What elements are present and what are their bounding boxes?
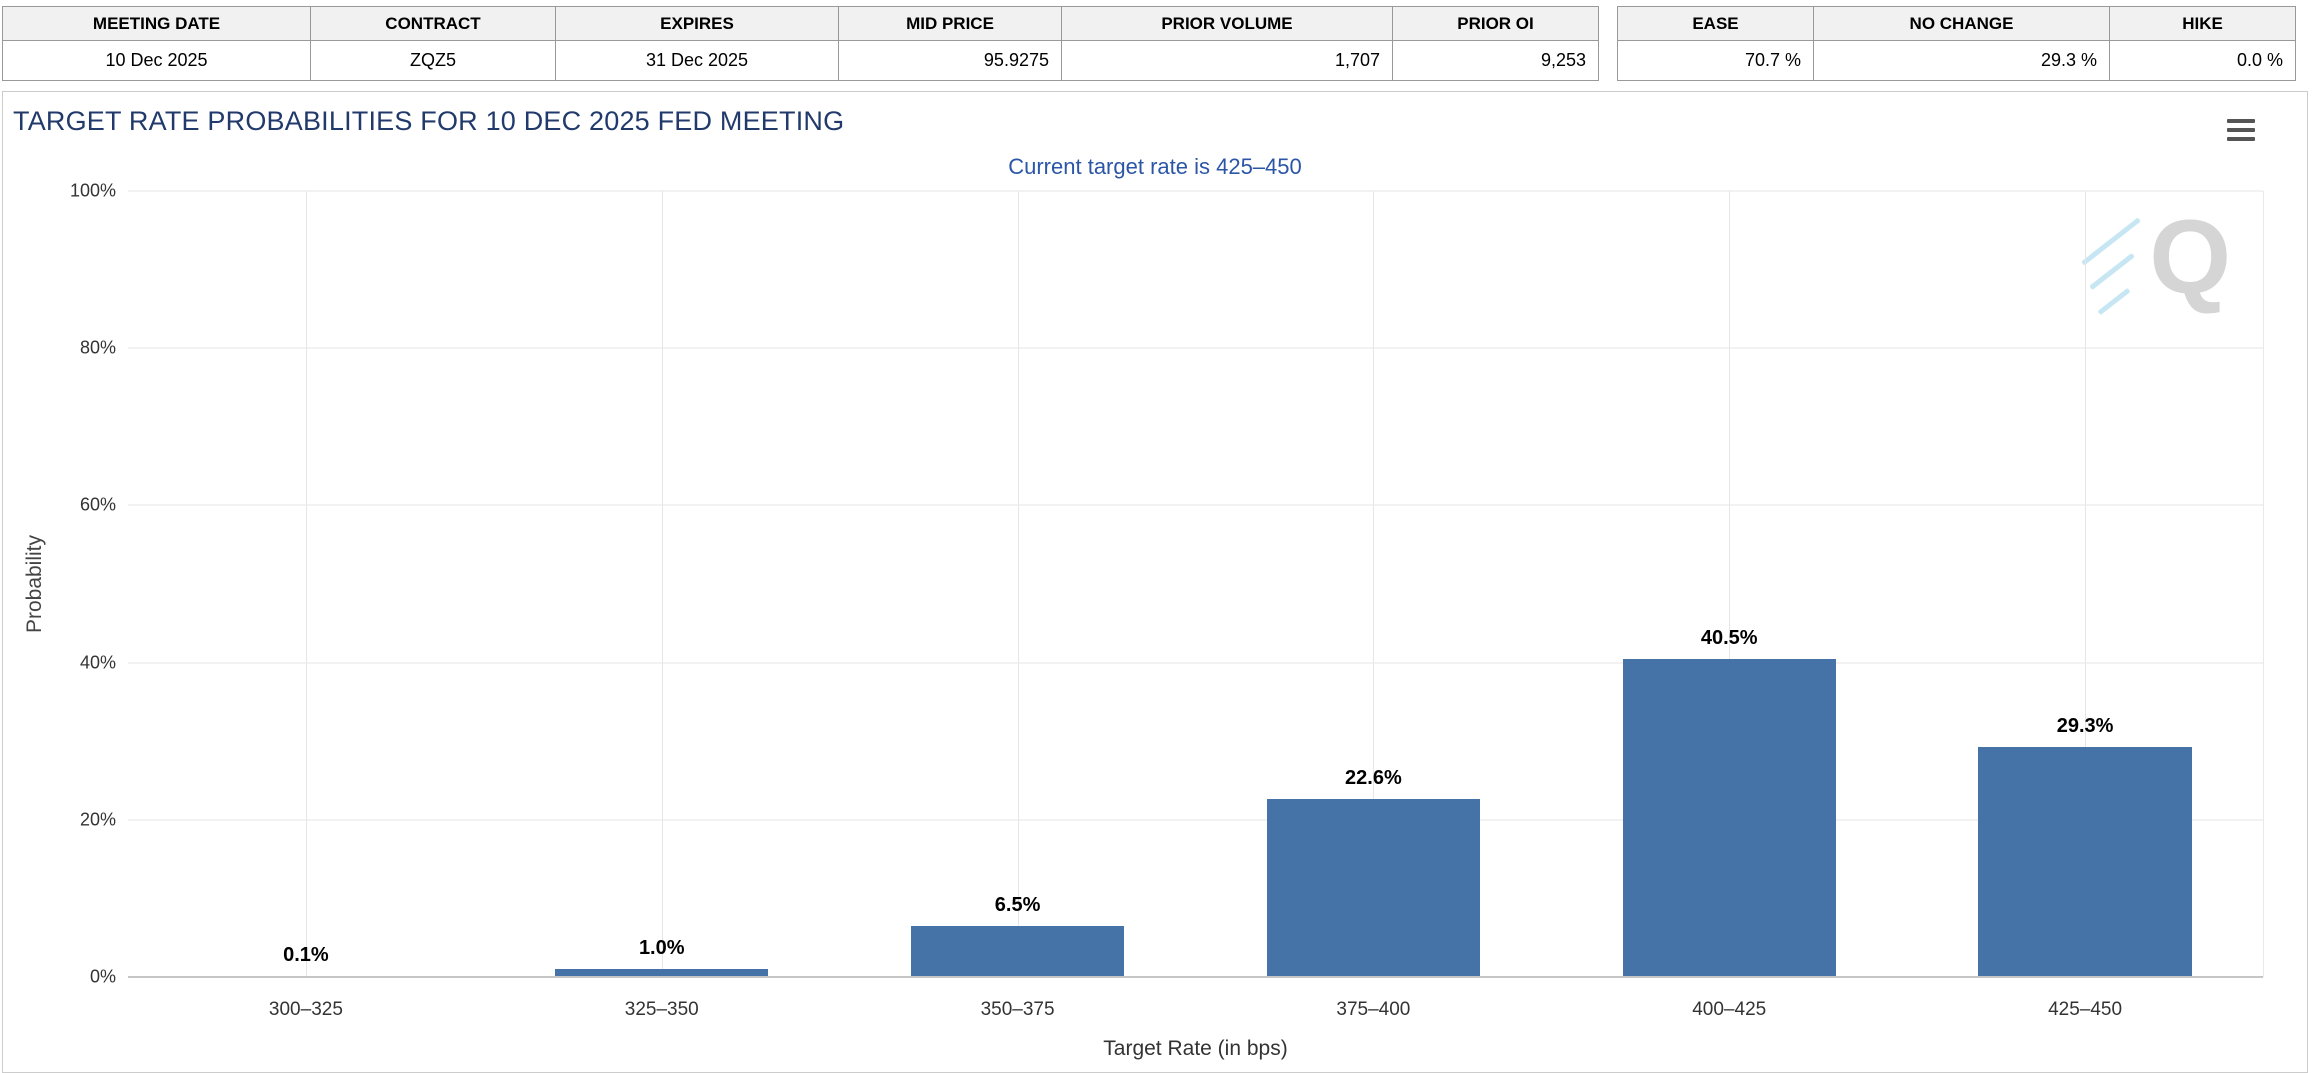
- chart-subtitle: Current target rate is 425–450: [1008, 154, 1302, 179]
- x-axis-labels: 300–325 325–350 350–375 375–400 400–425 425–4…: [128, 999, 2263, 1021]
- bar-value-label: 0.1%: [283, 944, 329, 967]
- contract-table-row: 10 Dec 2025 ZQZ5 31 Dec 2025 95.9275 1,7…: [2, 40, 1599, 81]
- y-tick-label: 0%: [89, 966, 116, 987]
- bar-375-400[interactable]: 22.6%: [1196, 191, 1552, 977]
- bar-value-label: 22.6%: [1345, 767, 1402, 790]
- hamburger-menu-icon: [2227, 137, 2255, 141]
- vertical-gridline: [2085, 191, 2087, 977]
- x-axis-title: Target Rate (in bps): [1103, 1037, 1288, 1060]
- vertical-gridline: [1373, 191, 1375, 977]
- y-tick-label: 60%: [79, 494, 116, 515]
- hamburger-menu-icon: [2227, 128, 2255, 132]
- bar-400-425[interactable]: 40.5%: [1551, 191, 1907, 977]
- bar-rect: [1978, 746, 2192, 977]
- hamburger-menu-icon: [2227, 119, 2255, 123]
- hike-header: HIKE: [2109, 6, 2296, 41]
- vertical-gridline: [305, 191, 307, 977]
- contract-info-table: MEETING DATE CONTRACT EXPIRES MID PRICE …: [2, 6, 1599, 81]
- horizontal-gridline: [128, 662, 2263, 664]
- chart-panel: TARGET RATE PROBABILITIES FOR 10 DEC 202…: [2, 91, 2308, 1073]
- horizontal-gridline: [128, 504, 2263, 506]
- bar-325-350[interactable]: 1.0%: [484, 191, 840, 977]
- no-change-header: NO CHANGE: [1813, 6, 2110, 41]
- y-axis-labels: 0% 20% 40% 60% 80% 100%: [3, 181, 116, 987]
- bar-rect: [1266, 799, 1481, 977]
- vertical-gridline: [1729, 191, 1731, 977]
- x-category-label: 400–425: [1692, 999, 1767, 1020]
- expires-header: EXPIRES: [555, 6, 839, 41]
- x-axis-line: [128, 976, 2263, 978]
- mid-price-cell: 95.9275: [838, 40, 1062, 81]
- contract-header: CONTRACT: [310, 6, 556, 41]
- horizontal-gridline: [128, 190, 2263, 192]
- vertical-gridline: [661, 191, 663, 977]
- x-category-label: 300–325: [268, 999, 343, 1020]
- bar-rect: [1622, 658, 1836, 977]
- probability-table-header-row: EASE NO CHANGE HIKE: [1617, 6, 2296, 41]
- probability-summary-table: EASE NO CHANGE HIKE 70.7 % 29.3 % 0.0 %: [1617, 6, 2296, 81]
- chart-context-menu-button[interactable]: [2227, 119, 2255, 141]
- no-change-value-cell: 29.3 %: [1813, 40, 2110, 81]
- plot-area: Q 0.1% 1.0% 6.5% 22.6% 40.5% 29.3%: [128, 190, 2264, 978]
- prior-volume-header: PRIOR VOLUME: [1061, 6, 1393, 41]
- bar-value-label: 29.3%: [2056, 714, 2114, 737]
- bar-rect: [555, 969, 769, 977]
- ease-header: EASE: [1617, 6, 1814, 41]
- bar-300-325[interactable]: 0.1%: [128, 191, 484, 977]
- bar-350-375[interactable]: 6.5%: [840, 191, 1196, 977]
- prior-oi-cell: 9,253: [1392, 40, 1599, 81]
- x-category-label: 325–350: [624, 999, 699, 1020]
- bar-425-450[interactable]: 29.3%: [1907, 191, 2263, 977]
- bar-value-label: 6.5%: [994, 893, 1041, 916]
- chart-title: TARGET RATE PROBABILITIES FOR 10 DEC 202…: [13, 106, 845, 136]
- meeting-date-header: MEETING DATE: [2, 6, 311, 41]
- y-tick-label: 100%: [69, 180, 116, 201]
- horizontal-gridline: [128, 347, 2263, 349]
- expires-cell: 31 Dec 2025: [555, 40, 839, 81]
- probability-table-row: 70.7 % 29.3 % 0.0 %: [1617, 40, 2296, 81]
- horizontal-gridline: [128, 819, 2263, 821]
- y-tick-label: 40%: [79, 652, 116, 673]
- mid-price-header: MID PRICE: [838, 6, 1062, 41]
- bar-rect: [910, 925, 1125, 977]
- x-category-label: 350–375: [980, 999, 1055, 1020]
- vertical-gridline: [1017, 191, 1019, 977]
- x-category-label: 375–400: [1336, 999, 1411, 1020]
- prior-oi-header: PRIOR OI: [1392, 6, 1599, 41]
- y-tick-label: 80%: [79, 337, 116, 358]
- bar-value-label: 40.5%: [1700, 626, 1758, 649]
- meeting-date-cell: 10 Dec 2025: [2, 40, 311, 81]
- ease-value-cell: 70.7 %: [1617, 40, 1814, 81]
- contract-cell: ZQZ5: [310, 40, 556, 81]
- x-category-label: 425–450: [2048, 999, 2123, 1020]
- bar-value-label: 1.0%: [638, 937, 685, 960]
- prior-volume-cell: 1,707: [1061, 40, 1393, 81]
- contract-table-header-row: MEETING DATE CONTRACT EXPIRES MID PRICE …: [2, 6, 1599, 41]
- hike-value-cell: 0.0 %: [2109, 40, 2296, 81]
- y-tick-label: 20%: [79, 809, 116, 830]
